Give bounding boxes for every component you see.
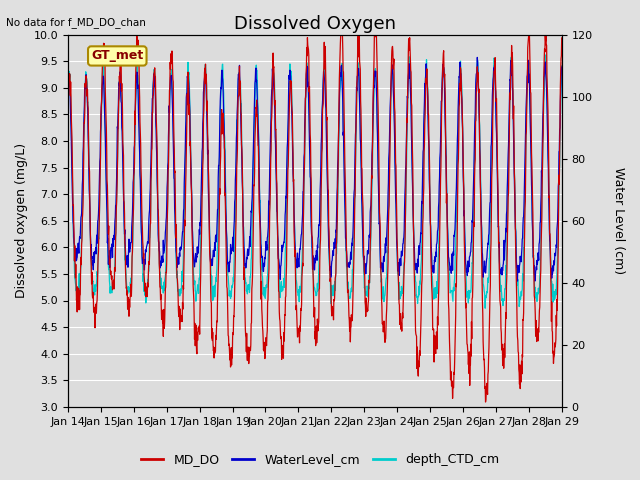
Legend: MD_DO, WaterLevel_cm, depth_CTD_cm: MD_DO, WaterLevel_cm, depth_CTD_cm [136, 448, 504, 471]
Text: GT_met: GT_met [91, 49, 143, 62]
Title: Dissolved Oxygen: Dissolved Oxygen [234, 15, 396, 33]
Y-axis label: Dissolved oxygen (mg/L): Dissolved oxygen (mg/L) [15, 143, 28, 298]
Text: No data for f_MD_DO_chan: No data for f_MD_DO_chan [6, 17, 147, 28]
Y-axis label: Water Level (cm): Water Level (cm) [612, 167, 625, 274]
